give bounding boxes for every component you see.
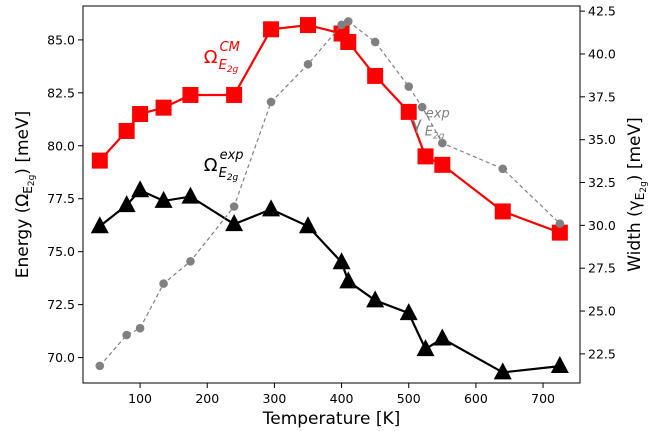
data-point <box>154 190 173 208</box>
y-right-tick-label: 32.5 <box>588 175 616 190</box>
data-point <box>438 138 447 148</box>
data-point <box>551 224 568 241</box>
data-point <box>263 21 280 38</box>
x-axis-label: Temperature [K] <box>262 409 401 429</box>
y-right-tick-label: 25.0 <box>588 304 616 319</box>
x-tick-label: 300 <box>262 391 286 406</box>
data-point <box>434 156 451 173</box>
data-point <box>117 195 136 213</box>
data-point <box>493 362 512 380</box>
series-annotation: γ <box>411 113 422 134</box>
y-right-tick-label: 22.5 <box>588 346 616 361</box>
data-point <box>225 214 244 232</box>
series-square <box>91 17 568 241</box>
data-point <box>340 34 357 51</box>
data-point <box>181 186 200 204</box>
data-point <box>366 290 385 308</box>
series-line <box>99 188 561 374</box>
y-left-axis-label: Energy (ΩE2g) [meV] <box>13 111 37 279</box>
data-point <box>555 219 565 228</box>
data-point <box>416 339 435 357</box>
series-line <box>98 23 561 234</box>
data-point <box>417 102 427 112</box>
data-point <box>370 37 380 47</box>
data-point <box>182 86 199 103</box>
data-point <box>90 216 109 234</box>
y-left-tick-label: 77.5 <box>47 191 75 206</box>
data-point <box>266 97 276 107</box>
series-line <box>99 20 561 367</box>
annotation-superscript: CM <box>220 40 240 55</box>
series-annotation: Ω <box>204 47 218 68</box>
data-point <box>343 17 353 26</box>
x-tick-label: 200 <box>195 391 219 406</box>
y-right-tick-label: 42.5 <box>588 4 616 19</box>
data-point <box>367 67 384 84</box>
data-point <box>155 99 172 116</box>
x-tick-label: 700 <box>531 391 555 406</box>
data-point <box>262 199 281 217</box>
data-point <box>118 122 135 139</box>
y-left-tick-label: 82.5 <box>47 85 75 100</box>
y-right-tick-label: 35.0 <box>588 132 616 147</box>
y-right-tick-label: 37.5 <box>588 89 616 104</box>
y-left-tick-label: 70.0 <box>47 350 75 365</box>
series-triangle <box>90 180 569 380</box>
data-point <box>131 180 150 198</box>
data-point <box>433 328 452 346</box>
series-layer <box>90 17 569 380</box>
y-right-tick-label: 40.0 <box>588 46 616 61</box>
series-annotation: Ω <box>204 155 218 176</box>
data-point <box>337 20 346 30</box>
data-point <box>550 356 569 374</box>
data-point <box>299 17 316 34</box>
y-left-tick-label: 80.0 <box>47 138 75 153</box>
annotation-subscript: E2g <box>425 124 445 141</box>
y-left-tick-label: 85.0 <box>47 32 75 47</box>
y-left-tick-label: 72.5 <box>47 297 75 312</box>
data-point <box>332 252 351 270</box>
x-tick-label: 600 <box>464 391 488 406</box>
plot-frame <box>82 5 581 384</box>
annotation-superscript: exp <box>426 106 450 121</box>
y-right-tick-label: 30.0 <box>588 218 616 233</box>
annotation-subscript: E2g <box>219 58 239 75</box>
data-point <box>339 271 358 289</box>
data-point <box>122 330 131 340</box>
data-point <box>494 203 511 220</box>
data-point <box>226 86 243 103</box>
x-tick-label: 500 <box>397 391 421 406</box>
data-point <box>298 216 317 234</box>
data-point <box>91 152 108 169</box>
data-point <box>159 279 168 288</box>
data-point <box>95 361 105 371</box>
data-point <box>186 257 195 266</box>
data-point <box>498 164 508 174</box>
data-point <box>417 148 434 165</box>
data-point <box>135 323 145 333</box>
data-point <box>303 59 313 69</box>
annotation-superscript: exp <box>220 148 244 163</box>
x-tick-label: 400 <box>330 391 354 406</box>
data-point <box>400 103 417 120</box>
series-circle <box>95 17 565 371</box>
annotation-subscript: E2g <box>219 166 239 183</box>
y-right-axis-label: Width (γE2g) [meV] <box>625 117 649 272</box>
data-point <box>132 106 149 123</box>
data-point <box>229 202 239 211</box>
x-tick-label: 100 <box>128 391 152 406</box>
y-right-tick-label: 27.5 <box>588 261 616 276</box>
data-point <box>399 303 418 321</box>
axes: 100 200 300 400 500 600 700 70.0 72.5 75.0 77.5 80.… <box>13 4 649 429</box>
data-point <box>404 82 414 91</box>
y-left-tick-label: 75.0 <box>47 244 75 259</box>
